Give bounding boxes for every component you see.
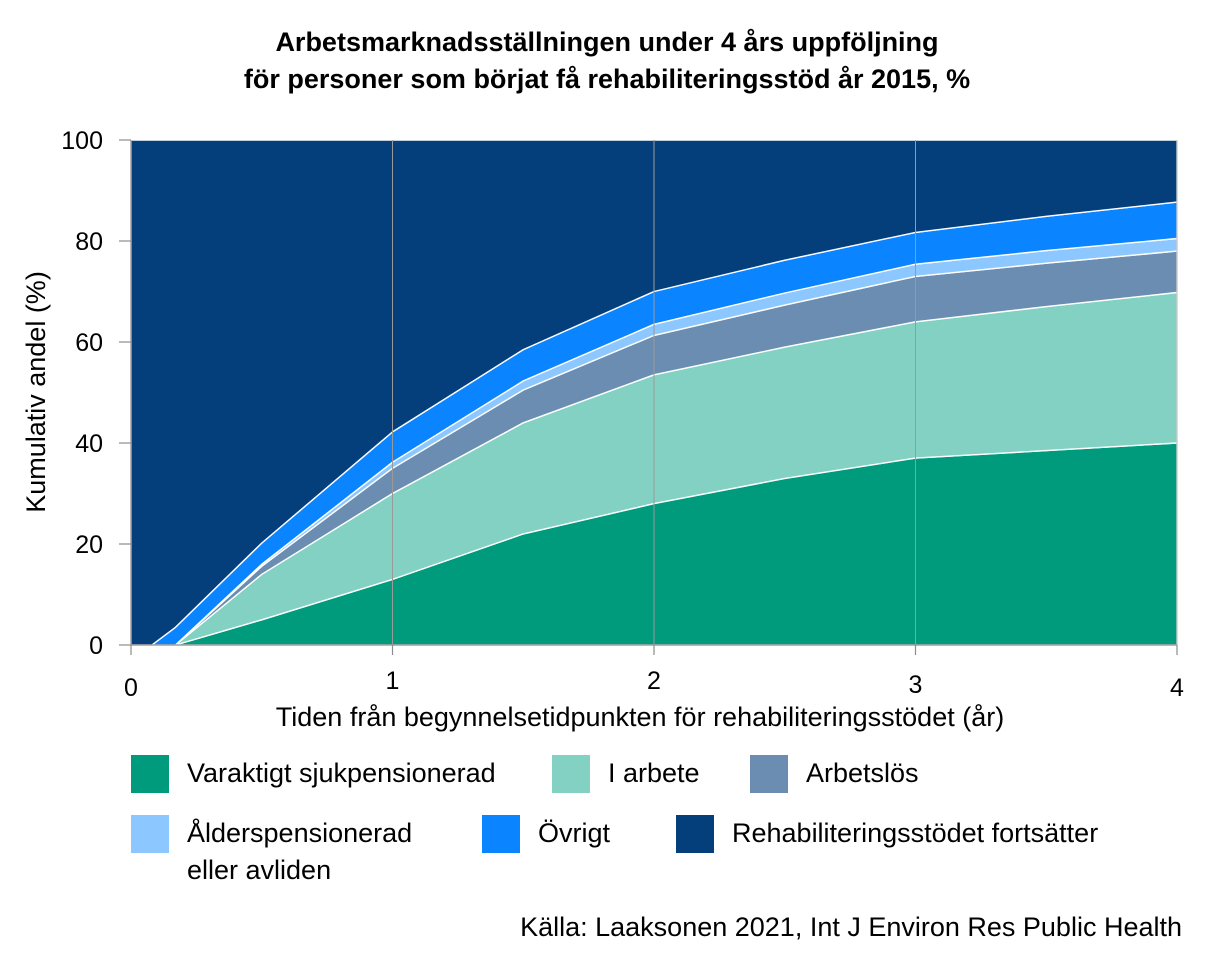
legend-label: I arbete xyxy=(608,758,700,788)
y-tick-label: 100 xyxy=(61,127,103,155)
chart-title: Arbetsmarknadsställningen under 4 års up… xyxy=(275,27,939,57)
chart-subtitle: för personer som börjat få rehabiliterin… xyxy=(243,64,971,94)
legend-label: Varaktigt sjukpensionerad xyxy=(187,758,496,788)
legend-swatch xyxy=(552,755,590,793)
legend-swatch xyxy=(676,815,714,853)
legend-swatch xyxy=(131,815,169,853)
legend-label: Ålderspensionerad eller avliden xyxy=(187,818,413,885)
legend-label: Rehabiliteringsstödet fortsätter xyxy=(732,818,1099,848)
legend-label: Arbetslös xyxy=(806,758,919,788)
legend-item-alderspensionerad: Ålderspensionerad eller avliden xyxy=(131,815,412,889)
x-tick-label: 2 xyxy=(647,667,661,695)
x-tick-label: 3 xyxy=(909,671,923,699)
source-note: Källa: Laaksonen 2021, Int J Environ Res… xyxy=(520,912,1182,942)
legend-item-arbetslos: Arbetslös xyxy=(750,755,919,793)
legend-item-ovrigt: Övrigt xyxy=(482,815,610,853)
y-tick-label: 0 xyxy=(89,632,103,660)
legend-swatch xyxy=(131,755,169,793)
legend-item-i-arbete: I arbete xyxy=(552,755,700,793)
y-tick-label: 40 xyxy=(75,430,103,458)
x-tick-label: 1 xyxy=(386,667,400,695)
x-axis-title: Tiden från begynnelsetidpunkten för reha… xyxy=(276,702,1004,732)
y-axis-title: Kumulativ andel (%) xyxy=(21,271,51,513)
legend-swatch xyxy=(482,815,520,853)
y-tick-label: 60 xyxy=(75,329,103,357)
legend-item-rehabiliteringsstodet-fortsatter: Rehabiliteringsstödet fortsätter xyxy=(676,815,1098,853)
x-tick-label: 4 xyxy=(1170,674,1184,702)
legend-item-varaktigt-sjukpensionerad: Varaktigt sjukpensionerad xyxy=(131,755,496,793)
x-tick-label: 0 xyxy=(124,674,138,702)
legend-swatch xyxy=(750,755,788,793)
y-tick-label: 20 xyxy=(75,531,103,559)
y-tick-label: 80 xyxy=(75,228,103,256)
legend-label: Övrigt xyxy=(538,818,611,848)
